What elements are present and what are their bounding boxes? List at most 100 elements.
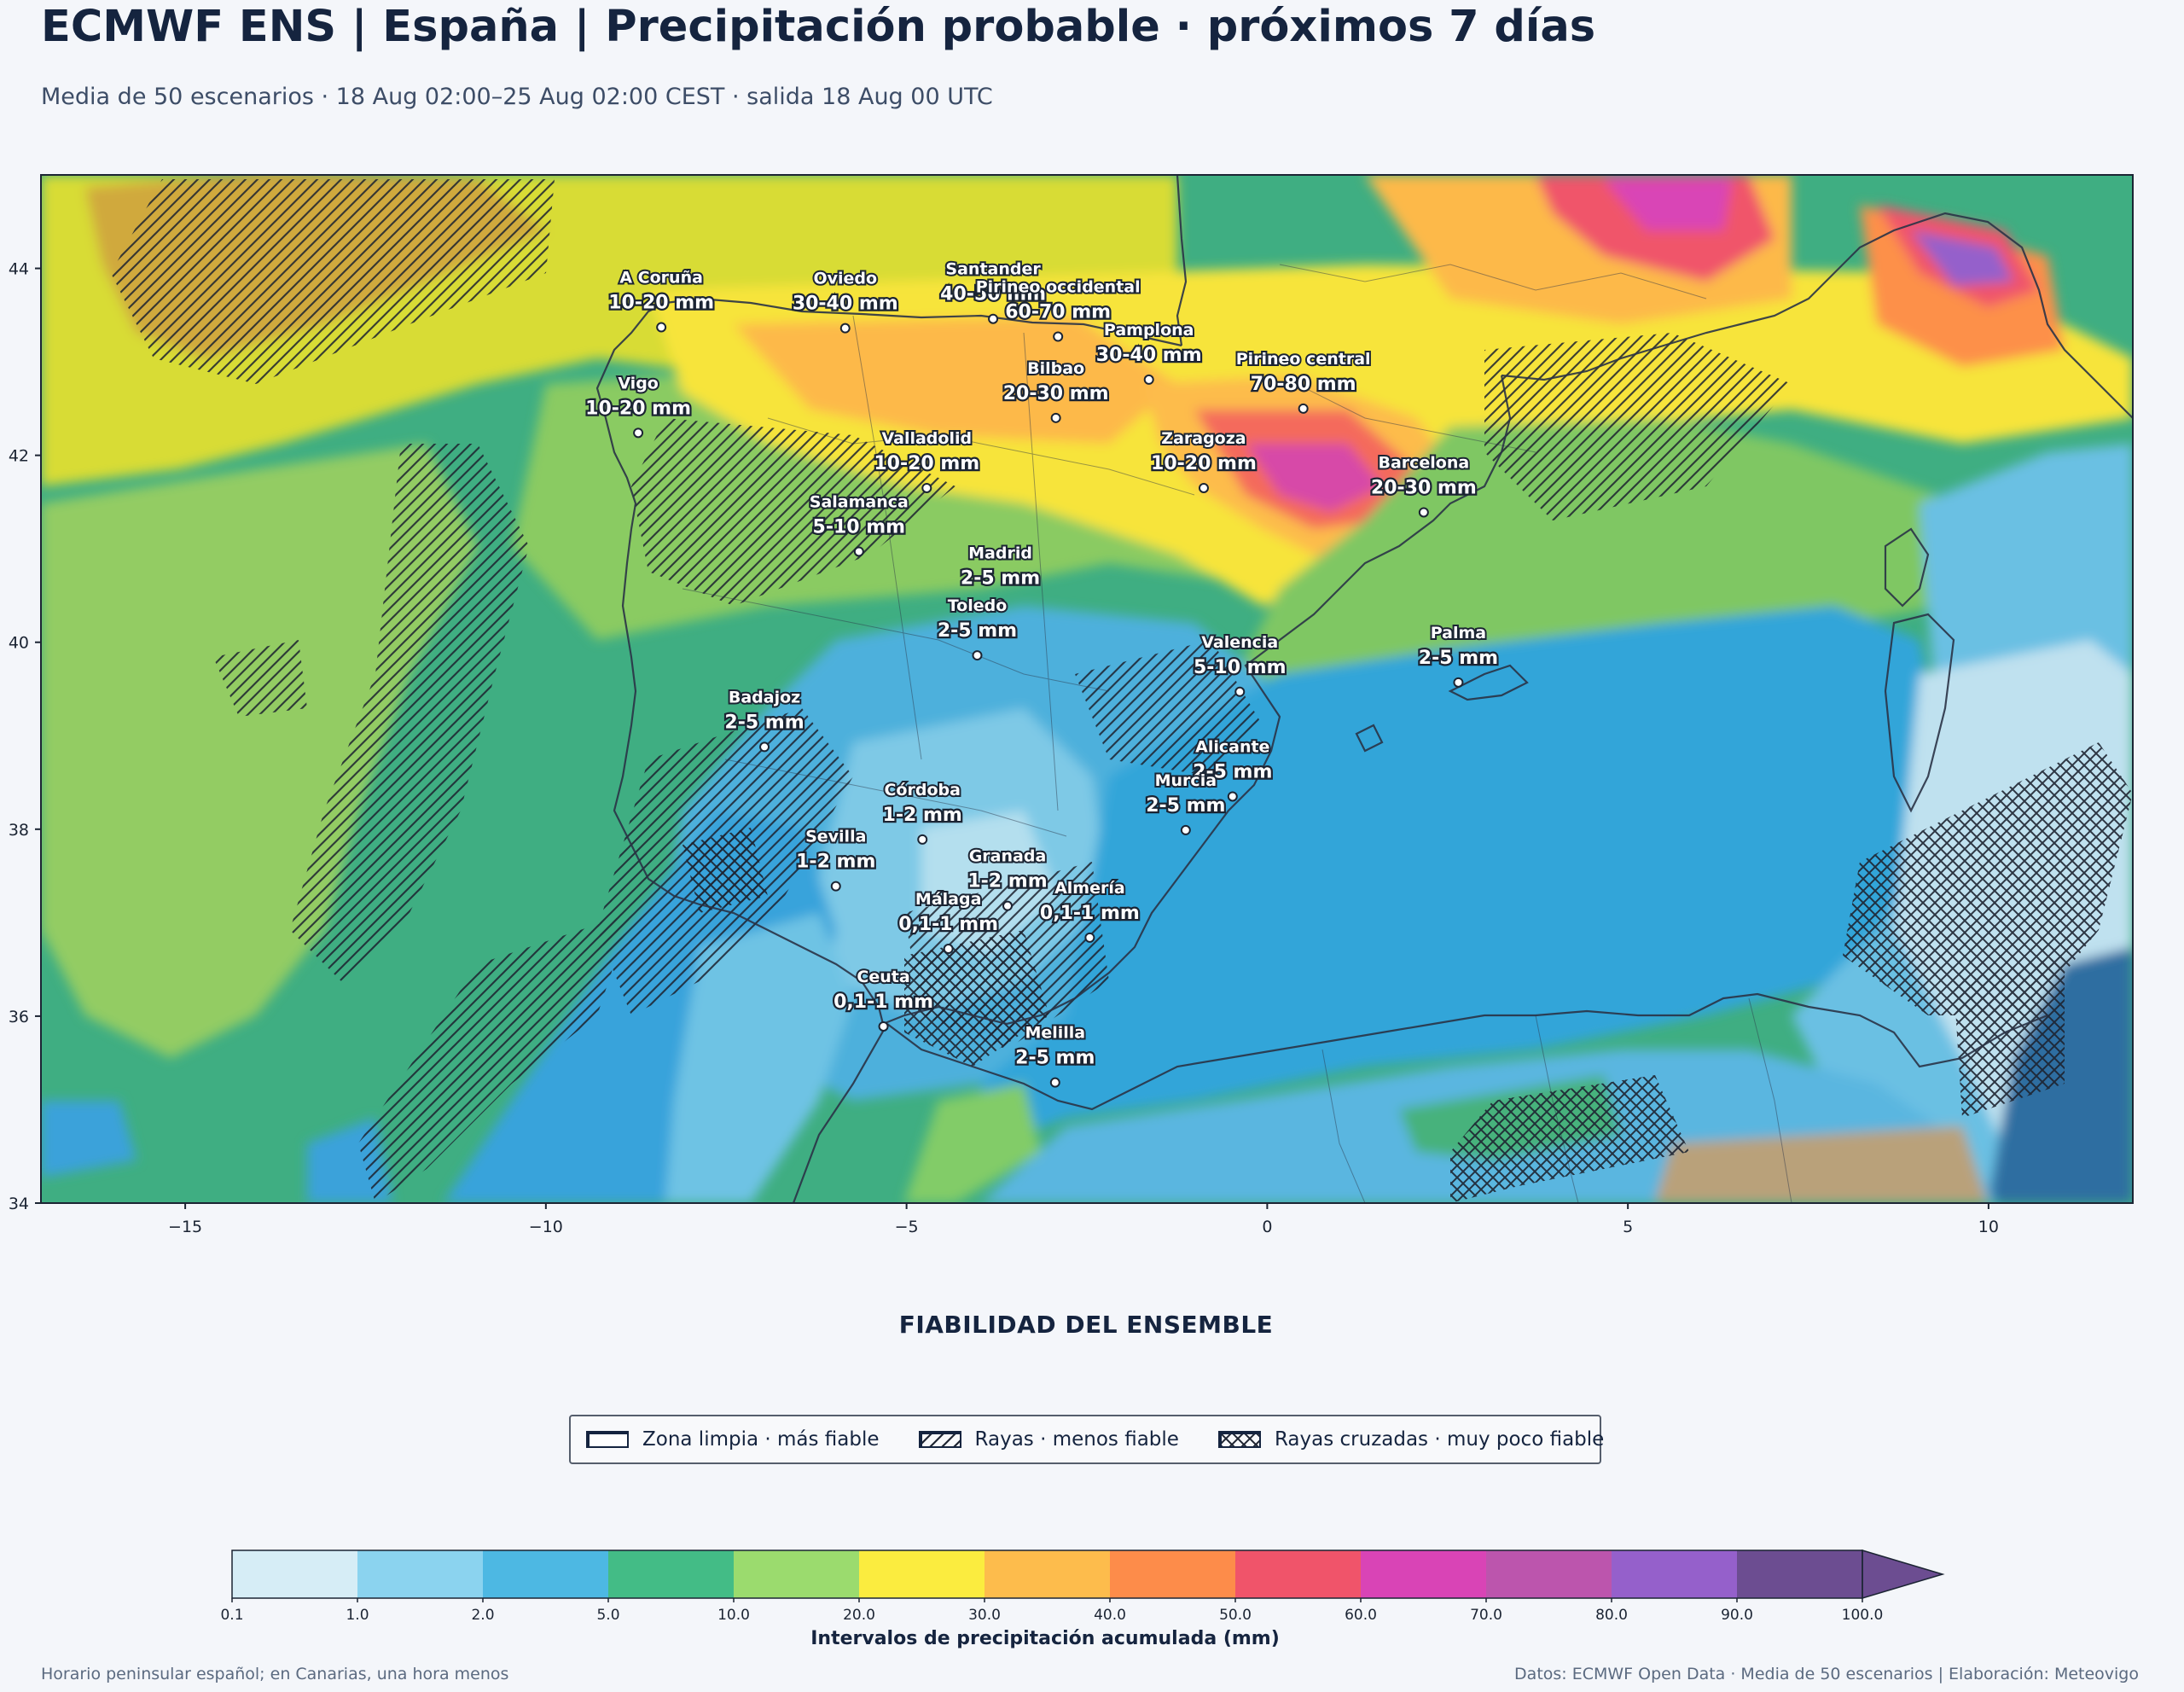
hatch-swatch-icon bbox=[918, 1431, 961, 1448]
colorbar-cell bbox=[357, 1550, 483, 1598]
city-marker: Melilla 2-5 mm bbox=[1014, 1022, 1097, 1088]
city-marker: Málaga 0,1-1 mm bbox=[897, 888, 1000, 955]
city-name: Granada bbox=[969, 847, 1047, 866]
y-tick-label: 36 bbox=[9, 1008, 29, 1026]
city-value: 2-5 mm bbox=[1193, 761, 1272, 782]
city-marker: Granada 1-2 mm bbox=[966, 846, 1049, 911]
city-value: 0,1-1 mm bbox=[1040, 903, 1140, 924]
city-dot bbox=[1298, 403, 1309, 414]
colorbar-cell bbox=[859, 1550, 985, 1598]
city-marker: Barcelona 20-30 mm bbox=[1369, 451, 1478, 518]
city-value: 30-40 mm bbox=[1096, 345, 1202, 366]
city-dot bbox=[633, 427, 644, 439]
city-name: Toledo bbox=[948, 596, 1008, 615]
city-name: Palma bbox=[1431, 624, 1486, 642]
city-dot bbox=[943, 944, 954, 955]
colorbar-tick-label: 1.0 bbox=[346, 1607, 369, 1624]
city-name: Pirineo occidental bbox=[976, 278, 1141, 297]
colorbar-tick-label: 90.0 bbox=[1721, 1607, 1753, 1624]
colorbar-tick-label: 70.0 bbox=[1470, 1607, 1502, 1624]
city-marker: Zaragoza 10-20 mm bbox=[1149, 427, 1258, 493]
city-marker: Murcia 2-5 mm bbox=[1144, 770, 1228, 835]
city-marker: Palma 2-5 mm bbox=[1417, 622, 1500, 688]
colorbar-cell bbox=[1737, 1550, 1862, 1598]
city-marker: Badajoz 2-5 mm bbox=[723, 686, 806, 753]
city-name: Madrid bbox=[968, 544, 1032, 563]
city-marker: Toledo 2-5 mm bbox=[936, 595, 1019, 661]
colorbar-cell bbox=[608, 1550, 734, 1598]
city-marker: Madrid 2-5 mm bbox=[959, 543, 1042, 608]
colorbar-tick-label: 60.0 bbox=[1345, 1607, 1377, 1624]
colorbar-tick-label: 2.0 bbox=[471, 1607, 494, 1624]
city-marker: Santander 40-50 mm bbox=[938, 259, 1048, 324]
x-tick-label: −5 bbox=[895, 1218, 919, 1236]
city-name: Badajoz bbox=[729, 688, 800, 706]
x-tick-label: −10 bbox=[529, 1218, 563, 1236]
city-marker: Bilbao 20-30 mm bbox=[1001, 358, 1111, 423]
city-marker: Pirineo occidental 60-70 mm bbox=[974, 276, 1142, 342]
city-dot bbox=[988, 313, 999, 324]
city-dot bbox=[839, 323, 851, 334]
map-frame bbox=[40, 174, 2134, 1204]
precip-colorbar: 0.1 1.0 2.0 5.0 10.0 20.0 30.0 40.0 50.0 60.0 70.0… bbox=[220, 1549, 1945, 1649]
city-name: Murcia bbox=[1155, 771, 1217, 790]
city-marker: Ceuta 0,1-1 mm bbox=[832, 966, 935, 1032]
colorbar-tick-label: 0.1 bbox=[220, 1607, 243, 1624]
colorbar-tick-label: 30.0 bbox=[968, 1607, 1001, 1624]
footer-note: Horario peninsular español; en Canarias,… bbox=[41, 1665, 509, 1683]
crosshatch-swatch-icon bbox=[1217, 1431, 1261, 1448]
city-value: 20-30 mm bbox=[1003, 383, 1109, 404]
colorbar-cell bbox=[1110, 1550, 1235, 1598]
city-value: 0,1-1 mm bbox=[898, 914, 998, 935]
x-tick-label: −15 bbox=[168, 1218, 202, 1236]
colorbar-extend-arrow bbox=[1862, 1549, 1945, 1600]
city-dot bbox=[1050, 412, 1061, 423]
city-value: 1-2 mm bbox=[883, 805, 962, 826]
colorbar-cell bbox=[483, 1550, 608, 1598]
city-value: 70-80 mm bbox=[1251, 374, 1356, 395]
y-tick-label: 38 bbox=[9, 821, 29, 840]
city-marker: Sevilla 1-2 mm bbox=[794, 826, 878, 892]
city-value: 30-40 mm bbox=[793, 294, 898, 315]
x-tick-label: 5 bbox=[1623, 1218, 1633, 1236]
legend-label-clean: Zona limpia · más fiable bbox=[642, 1428, 880, 1451]
city-value: 10-20 mm bbox=[874, 453, 979, 474]
precip-field bbox=[41, 175, 2133, 1203]
city-dot bbox=[656, 322, 667, 333]
city-value: 5-10 mm bbox=[1194, 657, 1287, 678]
city-marker: Pamplona 30-40 mm bbox=[1095, 319, 1204, 385]
city-dot bbox=[1418, 507, 1429, 518]
city-value: 60-70 mm bbox=[1005, 302, 1111, 323]
city-name: Salamanca bbox=[810, 492, 909, 511]
city-name: Santander bbox=[945, 260, 1041, 279]
city-dot bbox=[995, 597, 1006, 608]
city-value: 10-20 mm bbox=[1151, 453, 1257, 474]
colorbar-cell bbox=[985, 1550, 1110, 1598]
city-value: 40-50 mm bbox=[940, 284, 1046, 305]
city-name: Pamplona bbox=[1104, 321, 1194, 340]
city-value: 10-20 mm bbox=[585, 398, 691, 419]
x-tick-label: 0 bbox=[1262, 1218, 1272, 1236]
city-labels: A Coruña 10-20 mm Oviedo 30-40 mm Santander 4… bbox=[584, 259, 1500, 1088]
colorbar-tick-label: 40.0 bbox=[1094, 1607, 1126, 1624]
city-marker: Alicante 2-5 mm bbox=[1191, 736, 1275, 802]
clean-swatch-icon bbox=[586, 1431, 629, 1448]
city-marker: Salamanca 5-10 mm bbox=[808, 491, 910, 557]
y-tick-label: 42 bbox=[9, 447, 29, 466]
colorbar-frame bbox=[231, 1550, 1863, 1599]
city-dot bbox=[972, 650, 983, 661]
legend-item-clean: Zona limpia · más fiable bbox=[586, 1428, 880, 1451]
reliability-title: FIABILIDAD DEL ENSEMBLE bbox=[898, 1311, 1274, 1339]
city-dot bbox=[1049, 1077, 1060, 1088]
city-name: Sevilla bbox=[805, 828, 866, 846]
city-value: 20-30 mm bbox=[1371, 477, 1477, 498]
precipitation-map: −15 −10 −5 0 5 10 34 36 38 40 42 44 A Coruña 10-20 m… bbox=[9, 174, 2134, 1236]
city-name: Oviedo bbox=[813, 270, 877, 288]
city-dot bbox=[1002, 900, 1013, 911]
city-name: Valencia bbox=[1201, 633, 1278, 652]
y-tick-label: 34 bbox=[9, 1195, 29, 1213]
city-value: 2-5 mm bbox=[724, 712, 804, 733]
city-value: 2-5 mm bbox=[1015, 1048, 1095, 1069]
city-value: 1-2 mm bbox=[967, 871, 1047, 893]
legend-item-hatch: Rayas · menos fiable bbox=[918, 1428, 1179, 1451]
